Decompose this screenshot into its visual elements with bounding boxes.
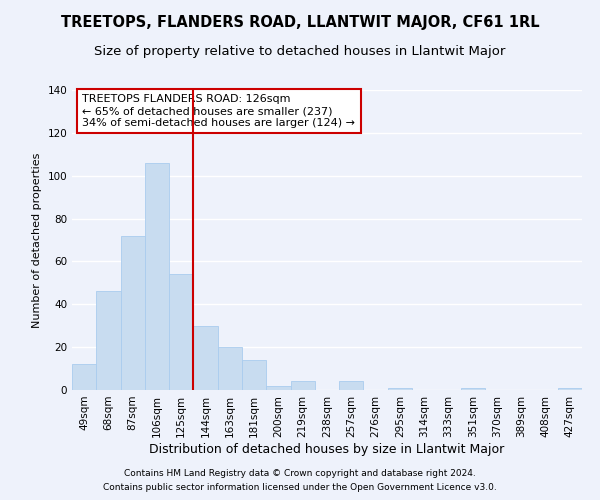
Text: TREETOPS, FLANDERS ROAD, LLANTWIT MAJOR, CF61 1RL: TREETOPS, FLANDERS ROAD, LLANTWIT MAJOR,… — [61, 15, 539, 30]
Bar — [388, 388, 412, 390]
Bar — [169, 274, 193, 390]
Y-axis label: Number of detached properties: Number of detached properties — [32, 152, 42, 328]
X-axis label: Distribution of detached houses by size in Llantwit Major: Distribution of detached houses by size … — [149, 442, 505, 456]
Bar — [193, 326, 218, 390]
Bar — [242, 360, 266, 390]
Bar — [121, 236, 145, 390]
Text: Contains public sector information licensed under the Open Government Licence v3: Contains public sector information licen… — [103, 484, 497, 492]
Bar — [266, 386, 290, 390]
Text: Size of property relative to detached houses in Llantwit Major: Size of property relative to detached ho… — [94, 45, 506, 58]
Bar — [461, 388, 485, 390]
Bar — [290, 382, 315, 390]
Bar — [339, 382, 364, 390]
Bar — [72, 364, 96, 390]
Bar — [558, 388, 582, 390]
Text: Contains HM Land Registry data © Crown copyright and database right 2024.: Contains HM Land Registry data © Crown c… — [124, 468, 476, 477]
Bar — [218, 347, 242, 390]
Bar — [145, 163, 169, 390]
Text: TREETOPS FLANDERS ROAD: 126sqm
← 65% of detached houses are smaller (237)
34% of: TREETOPS FLANDERS ROAD: 126sqm ← 65% of … — [82, 94, 355, 128]
Bar — [96, 292, 121, 390]
